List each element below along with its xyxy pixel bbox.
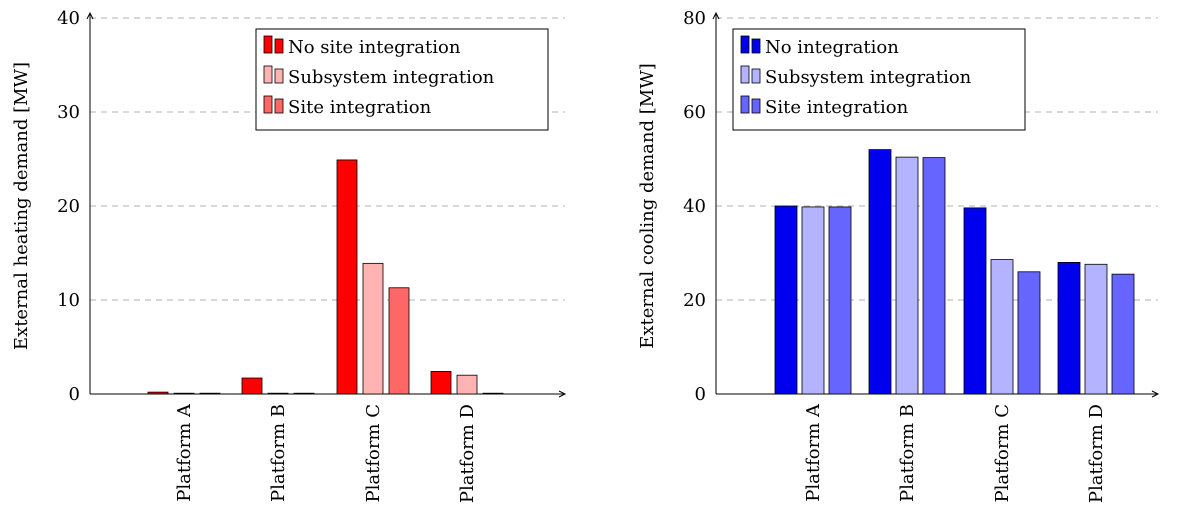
y-tick-label: 20 — [57, 196, 80, 217]
y-axis-arrow — [86, 11, 94, 20]
legend: No site integration Subsystem integration… — [255, 28, 549, 131]
y-tick-label: 60 — [683, 102, 706, 123]
x-tick-label: Platform A — [803, 403, 824, 502]
x-axis-arrow — [558, 390, 567, 398]
y-tick-label: 0 — [69, 384, 80, 405]
y-tick-label: 20 — [683, 290, 706, 311]
bar — [828, 206, 852, 395]
bar — [1084, 263, 1108, 395]
heating-demand-chart: 0 10 20 30 40 Platform A Platform B Platform C P… — [11, 8, 567, 503]
legend-swatch — [274, 68, 284, 84]
y-axis-arrow — [712, 11, 720, 20]
bar — [1017, 271, 1041, 395]
x-tick-label: Platform D — [457, 404, 478, 503]
bar — [293, 392, 315, 395]
legend-swatch — [740, 65, 750, 84]
bar — [388, 287, 410, 395]
x-axis-arrow — [1151, 390, 1160, 398]
legend-swatch — [740, 95, 750, 114]
legend-swatch — [274, 38, 284, 54]
legend-label: Site integration — [765, 97, 909, 118]
bar — [868, 149, 892, 395]
bar — [362, 262, 384, 395]
bar — [430, 371, 452, 395]
bar — [241, 377, 263, 395]
bar — [1057, 261, 1081, 395]
bar — [774, 205, 798, 395]
y-axis-title: External heating demand [MW] — [11, 62, 32, 350]
x-tick-label: Platform D — [1086, 404, 1107, 503]
bar — [482, 392, 504, 395]
legend-swatch — [263, 95, 273, 114]
bar — [147, 391, 169, 395]
bar — [267, 392, 289, 395]
bar — [173, 392, 195, 395]
bar — [963, 207, 987, 395]
legend-swatch — [263, 35, 273, 54]
bar — [336, 159, 358, 395]
legend-swatch — [263, 65, 273, 84]
y-tick-label: 0 — [695, 384, 706, 405]
legend-box — [732, 28, 1026, 131]
bar — [1111, 273, 1135, 395]
legend-label: Subsystem integration — [288, 67, 495, 88]
legend-label: Subsystem integration — [765, 67, 972, 88]
x-tick-label: Platform A — [174, 403, 195, 502]
y-tick-label: 40 — [683, 196, 706, 217]
legend-swatch — [751, 68, 761, 84]
legend-label: No integration — [765, 37, 899, 58]
legend-box — [255, 28, 549, 131]
legend-swatch — [751, 98, 761, 114]
bar — [990, 259, 1014, 395]
legend-swatch — [751, 38, 761, 54]
legend-swatch — [274, 98, 284, 114]
y-tick-label: 30 — [57, 102, 80, 123]
y-axis-title: External cooling demand [MW] — [637, 63, 658, 348]
cooling-demand-chart: 0 20 40 60 80 Platform A Platform B Platform C P… — [637, 8, 1160, 503]
bar — [456, 374, 478, 395]
x-tick-label: Platform B — [897, 404, 918, 502]
x-tick-label: Platform C — [992, 404, 1013, 503]
x-tick-label: Platform C — [363, 404, 384, 503]
legend-swatch — [740, 35, 750, 54]
bar — [922, 157, 946, 395]
bar — [801, 206, 825, 395]
bar — [895, 156, 919, 395]
bar — [199, 392, 221, 395]
y-tick-label: 10 — [57, 290, 80, 311]
x-tick-label: Platform B — [268, 404, 289, 502]
y-tick-label: 40 — [57, 8, 80, 29]
legend-label: No site integration — [288, 37, 461, 58]
legend-label: Site integration — [288, 97, 432, 118]
legend: No integration Subsystem integration Site … — [732, 28, 1026, 131]
y-tick-label: 80 — [683, 8, 706, 29]
